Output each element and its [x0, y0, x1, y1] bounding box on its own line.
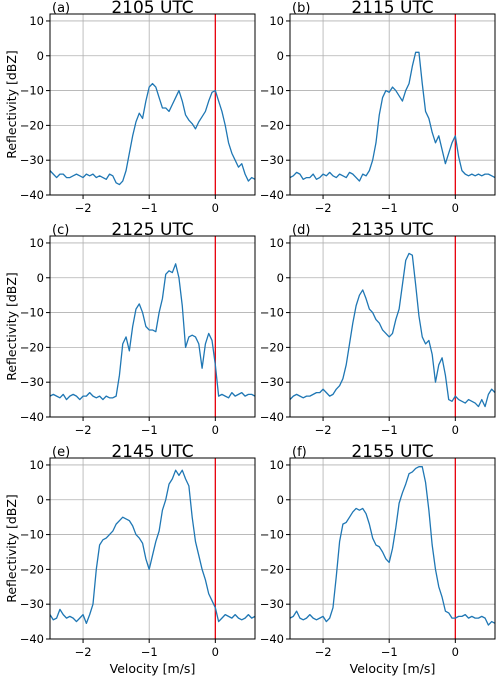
y-tick-label: 10: [29, 236, 44, 250]
plot-frame: [49, 457, 256, 640]
y-tick-label: 0: [37, 49, 44, 63]
reflectivity-series-line: [290, 51, 495, 182]
plot-area: [290, 14, 495, 195]
x-tick-label: −2: [75, 201, 92, 215]
chart-title: 2155 UTC: [351, 442, 433, 462]
plot-area: [290, 236, 495, 417]
panel-label: (f): [292, 445, 307, 460]
y-tick-label: −40: [20, 632, 44, 646]
y-tick-label: −40: [20, 188, 44, 202]
y-axis-label: Reflectivity [dBZ]: [4, 50, 19, 159]
x-tick-label: 0: [452, 201, 459, 215]
reflectivity-series-line: [50, 263, 255, 401]
y-tick-label: −10: [260, 84, 284, 98]
x-axis-label: Velocity [m/s]: [350, 661, 436, 676]
y-tick-label: 10: [269, 458, 284, 472]
plot-frame: [289, 13, 496, 196]
panel-label: (a): [52, 1, 70, 16]
y-tick-label: −20: [20, 562, 44, 576]
y-tick-label: −30: [260, 375, 284, 389]
y-axis-label: Reflectivity [dBZ]: [4, 272, 19, 381]
x-tick-label: 0: [212, 201, 219, 215]
plot-area: [50, 236, 255, 417]
y-axis-label: Reflectivity [dBZ]: [4, 494, 19, 603]
y-tick-label: −10: [20, 528, 44, 542]
y-tick-label: 10: [29, 458, 44, 472]
y-tick-label: −20: [260, 562, 284, 576]
x-tick-label: −2: [75, 423, 92, 437]
x-tick-label: 0: [452, 423, 459, 437]
panel-label: (b): [292, 1, 310, 16]
x-tick-label: −1: [141, 423, 158, 437]
y-tick-label: −40: [260, 632, 284, 646]
plot-frame: [49, 13, 256, 196]
y-tick-label: −30: [20, 375, 44, 389]
y-tick-label: 0: [37, 271, 44, 285]
y-tick-label: 0: [277, 493, 284, 507]
y-tick-label: 0: [277, 271, 284, 285]
chart-title: 2115 UTC: [351, 0, 433, 18]
x-tick-label: −1: [381, 423, 398, 437]
y-tick-label: −10: [20, 84, 44, 98]
plot-area: [50, 458, 255, 639]
x-tick-label: −2: [315, 423, 332, 437]
y-tick-label: −20: [260, 118, 284, 132]
reflectivity-series-line: [50, 82, 255, 186]
x-tick-label: 0: [212, 645, 219, 659]
plot-area: [50, 14, 255, 195]
panel-label: (c): [52, 223, 69, 238]
y-tick-label: −40: [260, 188, 284, 202]
x-tick-label: 0: [452, 645, 459, 659]
reflectivity-series-line: [290, 466, 495, 626]
x-tick-label: 0: [212, 423, 219, 437]
x-tick-label: −1: [381, 645, 398, 659]
x-tick-label: −2: [315, 201, 332, 215]
y-tick-label: −10: [20, 306, 44, 320]
y-tick-label: 0: [277, 49, 284, 63]
chart-title: 2105 UTC: [111, 0, 193, 18]
reflectivity-series-line: [50, 469, 255, 624]
y-tick-label: 0: [37, 493, 44, 507]
y-tick-label: −30: [20, 597, 44, 611]
y-tick-label: −40: [260, 410, 284, 424]
y-tick-label: −30: [260, 597, 284, 611]
panel-label: (d): [292, 223, 310, 238]
chart-title: 2135 UTC: [351, 220, 433, 240]
y-tick-label: −10: [260, 528, 284, 542]
chart-title: 2125 UTC: [111, 220, 193, 240]
chart-title: 2145 UTC: [111, 442, 193, 462]
x-tick-label: −1: [141, 645, 158, 659]
x-tick-label: −1: [381, 201, 398, 215]
panel-label: (e): [52, 445, 70, 460]
x-axis-label: Velocity [m/s]: [110, 661, 196, 676]
y-tick-label: −20: [20, 118, 44, 132]
x-tick-label: −1: [141, 201, 158, 215]
reflectivity-series-line: [290, 252, 495, 408]
y-tick-label: −20: [20, 340, 44, 354]
x-tick-label: −2: [75, 645, 92, 659]
y-tick-label: 10: [29, 14, 44, 28]
x-tick-label: −2: [315, 645, 332, 659]
y-tick-label: −30: [20, 153, 44, 167]
plot-frame: [49, 235, 256, 418]
plot-frame: [289, 235, 496, 418]
plot-frame: [289, 457, 496, 640]
y-tick-label: −30: [260, 153, 284, 167]
y-tick-label: −10: [260, 306, 284, 320]
y-tick-label: −40: [20, 410, 44, 424]
y-tick-label: −20: [260, 340, 284, 354]
y-tick-label: 10: [269, 236, 284, 250]
y-tick-label: 10: [269, 14, 284, 28]
